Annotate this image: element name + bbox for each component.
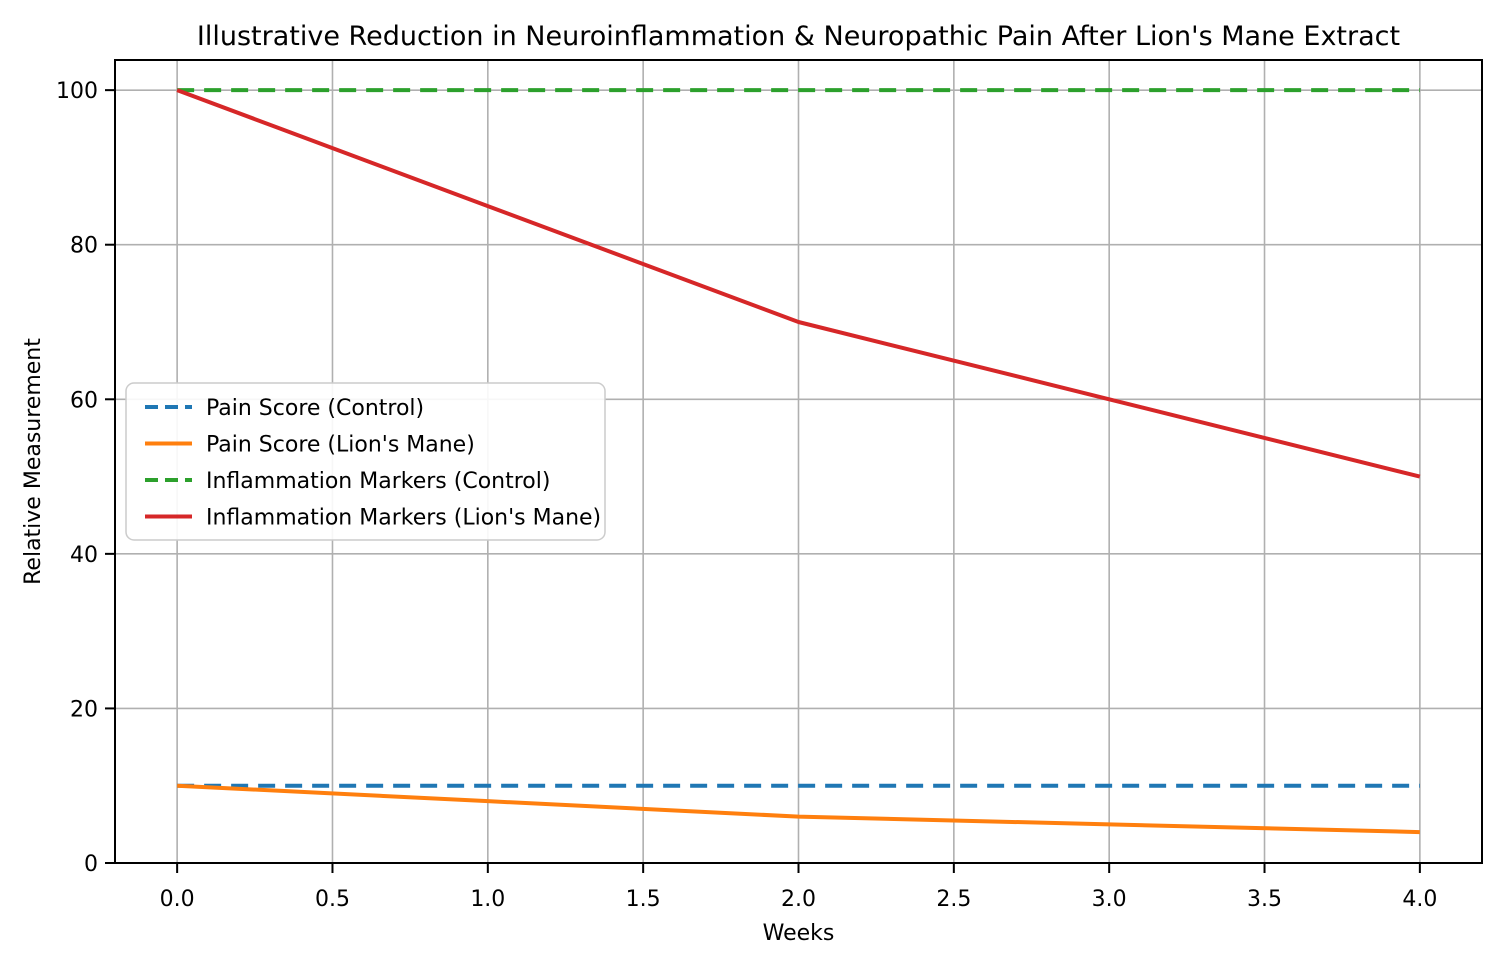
series-line-pain-score-lion-s-mane — [177, 783, 1420, 835]
y-tick-label: 20 — [70, 697, 98, 722]
legend-label: Pain Score (Control) — [206, 396, 424, 421]
legend-label: Pain Score (Lion's Mane) — [206, 433, 475, 458]
x-tick-label: 3.0 — [1092, 887, 1127, 912]
y-axis-label: Relative Measurement — [21, 338, 46, 585]
legend-item: Pain Score (Lion's Mane) — [145, 433, 475, 458]
y-tick-label: 60 — [70, 388, 98, 413]
x-axis-label: Weeks — [763, 921, 835, 946]
x-tick-label: 2.0 — [781, 887, 816, 912]
y-tick-label: 40 — [70, 543, 98, 568]
tick-layer: 0.0 0.5 1.0 1.5 2.0 2.5 3.0 3.5 4.0 0 20 40 60 80 100 — [56, 79, 1437, 912]
legend-item: Pain Score (Control) — [145, 396, 424, 421]
y-tick-label: 80 — [70, 234, 98, 259]
legend: Pain Score (Control) Pain Score (Lion's M… — [125, 382, 606, 541]
x-tick-label: 0.5 — [315, 887, 350, 912]
legend-box — [125, 382, 606, 541]
legend-label: Inflammation Markers (Control) — [206, 469, 550, 494]
x-tick-label: 1.5 — [626, 887, 661, 912]
x-tick-label: 2.5 — [936, 887, 971, 912]
series-layer — [176, 88, 1421, 835]
legend-label: Inflammation Markers (Lion's Mane) — [206, 506, 601, 531]
x-tick-label: 0.0 — [160, 887, 195, 912]
legend-item: Inflammation Markers (Control) — [145, 469, 550, 494]
x-tick-label: 1.0 — [470, 887, 505, 912]
y-tick-label: 0 — [84, 852, 98, 877]
chart-title: Illustrative Reduction in Neuroinflammat… — [197, 21, 1400, 52]
legend-item: Inflammation Markers (Lion's Mane) — [145, 506, 601, 531]
x-tick-label: 4.0 — [1402, 887, 1437, 912]
y-tick-label: 100 — [56, 79, 98, 104]
series-line-inflammation-markers-lion-s-mane — [176, 88, 1421, 479]
x-tick-label: 3.5 — [1247, 887, 1282, 912]
